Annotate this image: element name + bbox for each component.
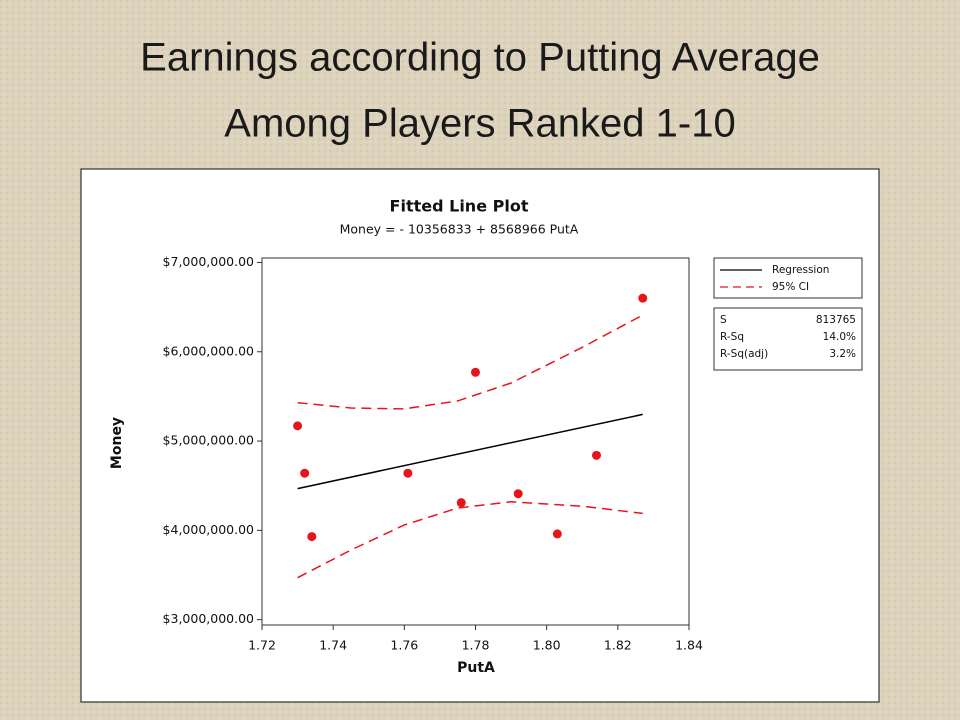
y-tick-label: $7,000,000.00 [163,254,254,269]
legend-label: 95% CI [772,281,809,293]
data-point [300,468,310,478]
x-tick-label: 1.82 [604,638,632,653]
stat-label: R-Sq [720,331,744,343]
x-tick-label: 1.84 [675,638,703,653]
stat-label: S [720,314,727,326]
y-tick-label: $6,000,000.00 [163,343,254,358]
data-point [403,468,413,478]
chart-subtitle: Money = - 10356833 + 8568966 PutA [340,222,579,237]
data-point [513,489,523,499]
chart-title: Fitted Line Plot [390,197,529,216]
y-axis-label: Money [109,417,125,469]
legend-label: Regression [772,264,829,276]
data-point [471,367,480,377]
stats-box [713,307,863,371]
x-tick-label: 1.80 [533,638,561,653]
stat-value: 3.2% [829,348,856,360]
data-point [293,421,303,431]
data-point [591,450,601,460]
slide-title: Among Players Ranked 1-10 [224,102,735,146]
data-point [456,498,466,508]
x-axis-label: PutA [457,660,495,676]
x-tick-label: 1.76 [390,638,418,653]
data-point [638,293,648,303]
stat-value: 14.0% [823,331,856,343]
y-tick-label: $3,000,000.00 [163,611,254,626]
legend-box [713,257,863,299]
regression-line [297,413,643,490]
data-point [552,529,562,539]
x-tick-label: 1.74 [319,638,347,653]
slide-title: Earnings according to Putting Average [140,36,820,80]
stat-label: R-Sq(adj) [720,348,768,360]
stat-value: 813765 [816,314,856,326]
ci-upper [297,314,644,410]
data-point [307,532,317,542]
y-tick-label: $4,000,000.00 [163,522,254,537]
x-tick-label: 1.78 [462,638,490,653]
y-tick-label: $5,000,000.00 [163,433,254,448]
plot-frame [261,257,690,626]
x-tick-label: 1.72 [248,638,276,653]
